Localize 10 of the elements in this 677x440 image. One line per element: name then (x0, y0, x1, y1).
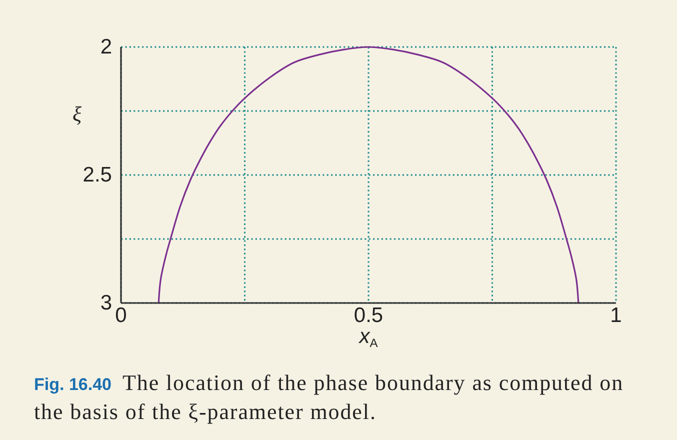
x-tick-label: 0.5 (354, 304, 384, 327)
caption: Fig. 16.40 The location of the phase boundary as computed on the basis of the ξ-parameter model. (34, 370, 624, 424)
x-tick-label: 1 (610, 304, 622, 327)
y-axis-title: ξ (72, 102, 82, 126)
y-tick-label: 3 (100, 292, 112, 315)
line-series (158, 46, 580, 304)
x-axis-title: x$_{A}$ (358, 325, 378, 350)
y-tick-label: 2 (100, 36, 112, 59)
x-tick-label: 0 (115, 304, 127, 327)
y-tick-label: 2.5 (82, 164, 112, 187)
